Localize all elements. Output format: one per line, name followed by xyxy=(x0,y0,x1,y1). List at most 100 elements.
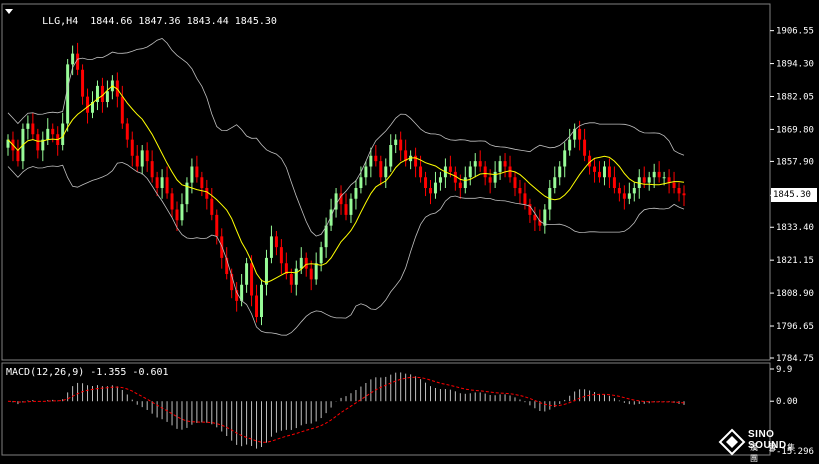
candle-body xyxy=(190,166,194,183)
candle-body xyxy=(160,177,164,189)
candle-body xyxy=(86,96,90,113)
candle-body xyxy=(652,171,656,178)
candle-body xyxy=(513,177,517,189)
symbol-timeframe: LLG,H4 xyxy=(42,16,79,27)
candle-body xyxy=(235,290,239,301)
price-axis-label: 1857.90 xyxy=(776,157,814,167)
price-axis-label: 1882.05 xyxy=(776,92,814,102)
candle-body xyxy=(279,247,283,264)
candle-body xyxy=(324,225,328,248)
price-axis-label: 1796.65 xyxy=(776,322,814,332)
candle-body xyxy=(667,177,671,183)
candle-body xyxy=(250,263,254,296)
candle-body xyxy=(76,53,80,70)
candle-body xyxy=(543,209,547,226)
candle-body xyxy=(553,177,557,189)
price-axis-label: 1894.30 xyxy=(776,60,814,70)
candle-body xyxy=(135,155,139,167)
candle-body xyxy=(662,177,666,179)
candle-body xyxy=(404,150,408,162)
candle-body xyxy=(409,155,413,162)
candle-body xyxy=(478,161,482,167)
candle-body xyxy=(71,53,75,65)
candle-body xyxy=(230,274,234,291)
candle-body xyxy=(299,257,303,269)
candle-body xyxy=(414,155,418,167)
diamond-logo-icon xyxy=(718,428,746,456)
price-axis-label: 1784.75 xyxy=(776,354,814,364)
candle-body xyxy=(205,188,209,199)
candle-body xyxy=(289,274,293,285)
candle-body xyxy=(215,214,219,237)
candle-body xyxy=(95,85,99,103)
candle-body xyxy=(573,128,577,140)
candle-body xyxy=(195,166,199,178)
candle-body xyxy=(245,263,249,285)
candle-body xyxy=(583,139,587,156)
macd-panel-frame xyxy=(1,362,771,456)
candle-body xyxy=(389,145,393,167)
candle-body xyxy=(46,128,50,140)
candle-body xyxy=(304,257,308,269)
macd-axis-label: 9.9 xyxy=(776,365,792,375)
price-axis-label: 1821.15 xyxy=(776,256,814,266)
candle-body xyxy=(642,177,646,183)
candle-body xyxy=(130,139,134,156)
candle-body xyxy=(612,177,616,189)
candle-body xyxy=(210,198,214,215)
candle-body xyxy=(578,128,582,140)
candle-body xyxy=(284,263,288,275)
candle-body xyxy=(319,247,323,264)
candle-body xyxy=(458,182,462,189)
candle-body xyxy=(528,204,532,215)
candle-body xyxy=(175,209,179,221)
candle-body xyxy=(473,161,477,167)
main-panel-frame xyxy=(1,3,771,361)
candle-body xyxy=(672,182,676,189)
candle-body xyxy=(314,263,318,280)
candle-body xyxy=(429,188,432,194)
candle-body xyxy=(120,96,124,124)
macd-axis-label: -15.296 xyxy=(776,447,814,457)
candle-body xyxy=(627,193,631,199)
candle-body xyxy=(180,204,184,221)
candle-body xyxy=(558,166,562,178)
candle-body xyxy=(369,155,373,167)
candle-body xyxy=(602,166,606,178)
candle-body xyxy=(125,123,129,140)
current-price-tag: 1845.30 xyxy=(771,188,817,202)
candle-body xyxy=(31,123,35,135)
price-axis-label: 1833.40 xyxy=(776,223,814,233)
candle-body xyxy=(498,161,502,172)
candle-body xyxy=(593,166,597,172)
candle-body xyxy=(255,295,259,318)
candle-body xyxy=(438,177,442,183)
candle-body xyxy=(394,139,398,146)
candle-body xyxy=(488,177,492,183)
candle-body xyxy=(523,193,527,205)
candle-body xyxy=(91,102,94,113)
candle-body xyxy=(41,139,45,151)
candle-body xyxy=(349,198,353,215)
macd-axis-label: 0.00 xyxy=(776,397,798,407)
candle-body xyxy=(339,193,343,205)
candle-body xyxy=(448,166,452,172)
chart-menu-triangle-icon[interactable] xyxy=(5,9,13,14)
candle-body xyxy=(364,166,368,178)
candle-body xyxy=(150,161,154,178)
macd-signal-line xyxy=(7,376,685,443)
candle-body xyxy=(16,150,20,162)
candle-body xyxy=(568,139,572,151)
candle-body xyxy=(533,214,537,221)
candle-body xyxy=(165,177,169,194)
candle-body xyxy=(51,128,55,135)
candle-body xyxy=(170,193,174,210)
candle-body xyxy=(260,284,263,318)
candle-body xyxy=(359,177,363,189)
candle-body xyxy=(493,171,497,183)
macd-title: MACD(12,26,9) -1.355 -0.601 xyxy=(6,367,169,378)
candle-body xyxy=(622,193,626,199)
candle-body xyxy=(433,182,437,194)
